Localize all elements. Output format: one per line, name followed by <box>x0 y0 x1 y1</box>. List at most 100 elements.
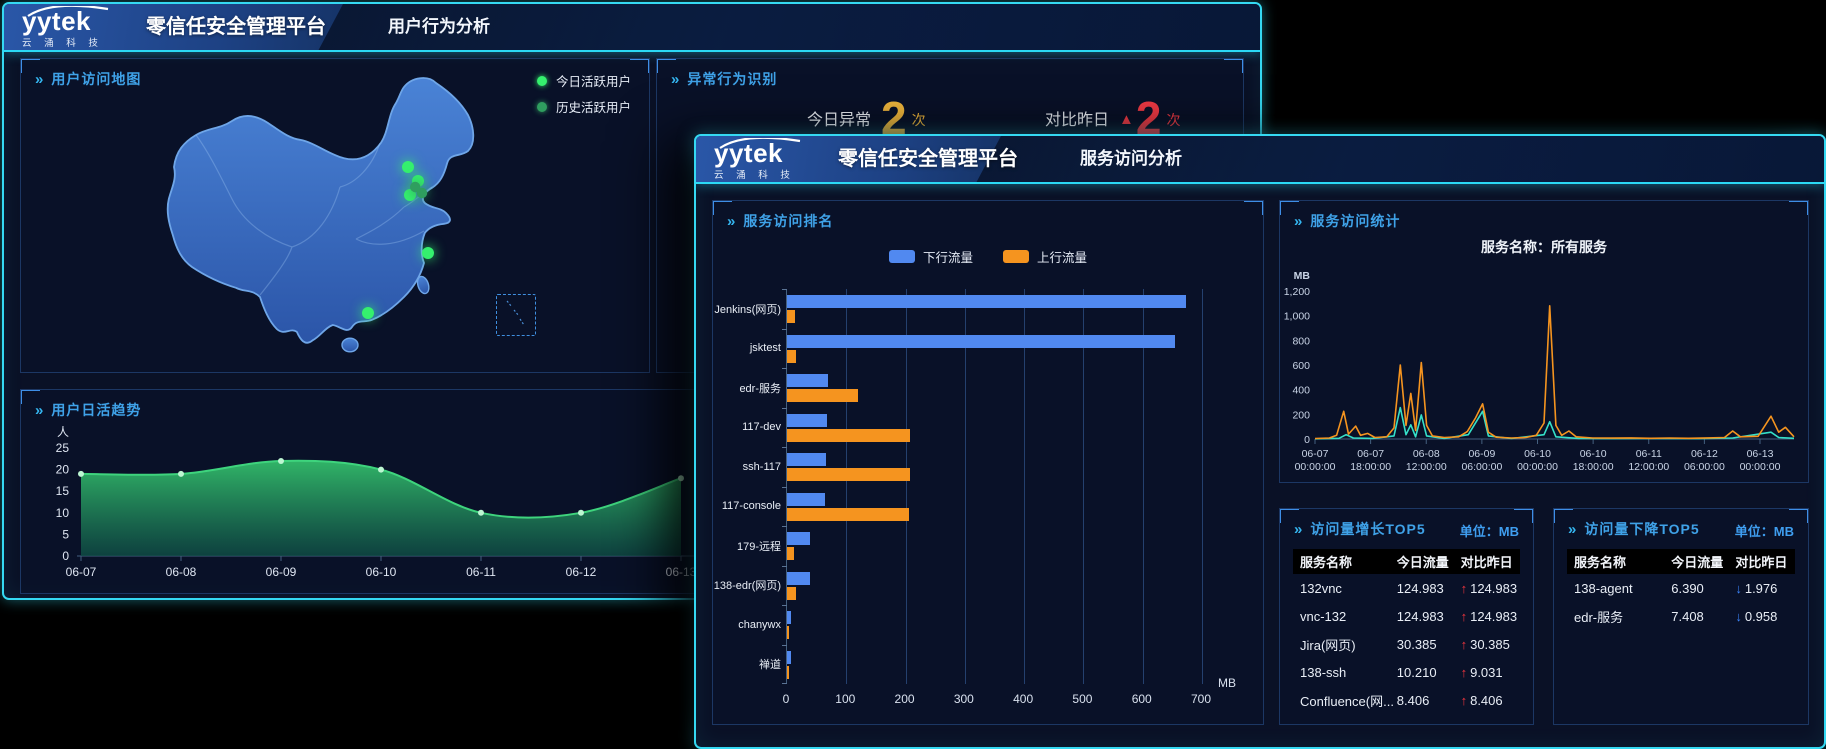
axis-tick-label: 700 <box>1190 692 1212 706</box>
svg-text:人: 人 <box>57 426 69 439</box>
map-legend-item[interactable]: 今日活跃用户 <box>536 71 631 90</box>
tab-user-behavior[interactable]: 用户行为分析 <box>388 17 490 36</box>
trend-area-fill <box>81 460 681 556</box>
map-legend-item[interactable]: 历史活跃用户 <box>536 97 631 116</box>
service-name: edr-服务 <box>1574 609 1624 625</box>
map-user-dot <box>404 189 416 201</box>
trend-data-point <box>678 475 684 482</box>
upstream-bar <box>787 507 910 521</box>
ranking-legend-item[interactable]: 下行流量 <box>888 247 973 266</box>
today-traffic: 124.983 <box>1396 580 1444 596</box>
panel-top5-decline: » 访问量下降TOP5 单位：MB 服务名称 今日流量 对比昨日 138-agent 6.… <box>1553 508 1809 725</box>
svg-text:12:00:00: 12:00:00 <box>1406 461 1447 473</box>
upstream-bar <box>787 428 910 442</box>
stat-value: 2 <box>1135 92 1162 144</box>
upstream-bar <box>787 665 789 679</box>
legend-label: 今日活跃用户 <box>555 75 631 89</box>
service-name: 132vnc <box>1300 580 1342 596</box>
growth-table: 服务名称 今日流量 对比昨日 132vnc 124.983 ↑ 124.983 vnc-132… <box>1293 549 1520 714</box>
trend-data-point <box>578 509 584 516</box>
today-traffic: 7.408 <box>1671 608 1704 624</box>
gridline <box>1083 289 1085 684</box>
province-borders <box>195 134 433 296</box>
window-service-access: yytek 云 涌 科 技 零信任安全管理平台 服务访问分析 » 服务访问排名 下… <box>694 134 1826 749</box>
delta-value: 8.406 <box>1470 692 1503 708</box>
map-user-dot <box>402 161 414 173</box>
axis-tick-label: 300 <box>953 692 974 706</box>
double-chevron-icon: » <box>35 71 45 88</box>
delta-value: 1.976 <box>1744 580 1778 596</box>
downstream-bar <box>787 492 825 506</box>
header-user-behavior: yytek 云 涌 科 技 零信任安全管理平台 用户行为分析 <box>4 4 1260 52</box>
ranking-legend-item[interactable]: 上行流量 <box>1003 247 1087 266</box>
svg-text:10: 10 <box>56 506 70 520</box>
arrow-up-icon: ▲ <box>1119 111 1134 129</box>
ranking-plot <box>782 289 1253 684</box>
traffic-chart: 02004006008001,0001,200MB06-0700:00:0006… <box>1284 270 1795 473</box>
svg-text:06-09: 06-09 <box>266 565 297 579</box>
svg-text:0: 0 <box>62 549 69 563</box>
axis-tick <box>782 407 787 409</box>
table-row: 132vnc 124.983 ↑ 124.983 <box>1293 574 1520 602</box>
service-name: vnc-132 <box>1300 608 1347 624</box>
axis-unit-label: MB <box>1218 676 1236 690</box>
tab-service-access[interactable]: 服务访问分析 <box>1080 149 1182 168</box>
service-name: 138-ssh <box>1300 664 1347 680</box>
downstream-bar <box>787 374 828 387</box>
service-name: Jira(网页) <box>1300 637 1356 653</box>
delta-value: 0.958 <box>1744 608 1778 624</box>
decline-table: 服务名称 今日流量 对比昨日 138-agent 6.390 ↓ 1.976 edr-服务 7.… <box>1567 549 1795 630</box>
axis-tick <box>782 605 787 606</box>
svg-text:1,200: 1,200 <box>1284 286 1310 298</box>
gridline <box>1142 289 1144 684</box>
service-name: Confluence(网... <box>1300 693 1394 709</box>
table-row: Jira(网页) 30.385 ↑ 30.385 <box>1293 630 1520 658</box>
today-traffic: 124.983 <box>1396 608 1444 624</box>
stat-label: 今日异常 <box>807 112 872 130</box>
column-header: 服务名称 <box>1574 555 1627 570</box>
logo-arc-icon <box>719 138 801 149</box>
arrow-down-icon: ↓ <box>1735 608 1742 624</box>
unit-label: 单位：MB <box>1459 524 1519 539</box>
double-chevron-icon: » <box>1294 213 1304 230</box>
svg-text:06-12: 06-12 <box>1691 448 1718 460</box>
svg-text:25: 25 <box>56 441 70 455</box>
ranking-bar-chart: Jenkins(网页) jsktest edr-服务 117-dev ssh-117 11… <box>713 289 1253 684</box>
gridline <box>964 289 966 684</box>
svg-text:600: 600 <box>1292 360 1310 372</box>
svg-text:200: 200 <box>1292 409 1310 421</box>
panel-title: » 用户访问地图 <box>35 71 142 88</box>
map-user-dot <box>410 181 421 193</box>
delta-value: 30.385 <box>1470 636 1510 652</box>
svg-text:06-13: 06-13 <box>1747 448 1774 460</box>
svg-text:00:00:00: 00:00:00 <box>1295 461 1336 473</box>
svg-text:18:00:00: 18:00:00 <box>1573 461 1614 473</box>
bar-category-label: 138-edr(网页) <box>713 580 781 593</box>
bar-category-label: Jenkins(网页) <box>714 303 781 316</box>
panel-top5-growth: » 访问量增长TOP5 单位：MB 服务名称 今日流量 对比昨日 132vnc 124.9… <box>1279 508 1534 725</box>
column-header: 今日流量 <box>1396 555 1449 570</box>
table-row: 138-ssh 10.210 ↑ 9.031 <box>1293 658 1520 686</box>
axis-tick <box>782 644 787 646</box>
today-traffic: 10.210 <box>1396 664 1437 680</box>
delta-cell: ↑ 124.983 <box>1461 581 1520 596</box>
bar-category-label: 117-dev <box>742 421 781 434</box>
svg-text:06-07: 06-07 <box>66 565 97 579</box>
logo-subtext: 云 涌 科 技 <box>22 38 103 49</box>
axis-tick-label: 500 <box>1072 692 1093 706</box>
axis-tick-label: 200 <box>894 692 915 706</box>
svg-text:800: 800 <box>1292 335 1310 347</box>
upstream-bar <box>787 349 796 363</box>
map-user-dot <box>416 187 428 199</box>
column-header: 对比昨日 <box>1460 555 1513 570</box>
double-chevron-icon: » <box>727 213 737 230</box>
svg-text:18:00:00: 18:00:00 <box>1350 461 1391 473</box>
svg-text:400: 400 <box>1292 385 1310 397</box>
delta-value: 124.983 <box>1470 608 1518 624</box>
bar-category-label: chanywx <box>738 618 781 631</box>
today-traffic: 30.385 <box>1396 636 1437 652</box>
svg-text:06-08: 06-08 <box>1413 448 1440 460</box>
sea-islands-icon <box>506 300 525 326</box>
panel-title: » 访问量下降TOP5 <box>1568 521 1700 538</box>
upstream-bar <box>787 626 789 639</box>
